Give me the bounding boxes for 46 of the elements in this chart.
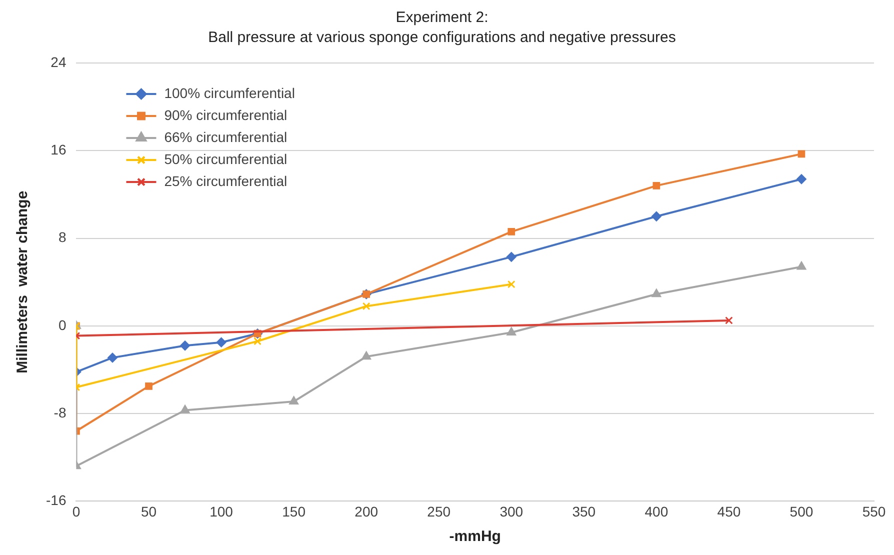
legend-label: 100% circumferential [164,84,295,101]
point [507,280,516,288]
x-tick-label: 150 [282,503,306,520]
legend-label: 90% circumferential [164,106,288,123]
point [107,352,118,363]
x-tick-label: 300 [500,503,524,520]
y-tick-label: 24 [50,54,66,70]
point [651,211,662,222]
point [652,182,660,190]
point [145,382,152,390]
point [362,351,372,360]
point [180,404,190,414]
legend-label: 25% circumferential [164,172,288,189]
x-tick-label: 200 [354,503,378,520]
chart-title: Experiment 2: [396,9,488,26]
point [506,326,516,336]
point [798,150,806,158]
x-tick-label: 550 [862,503,886,520]
y-tick-label: 8 [58,229,66,246]
x-tick-label: 250 [427,503,451,520]
x-tick-label: 350 [572,503,596,520]
y-tick-label: 16 [50,142,66,158]
legend-label: 66% circumferential [164,128,288,145]
legend-label: 50% circumferential [164,150,288,167]
point [796,174,806,184]
point [254,337,262,346]
x-tick-label: 50 [140,503,157,520]
x-axis-title: -mmHg [449,528,501,546]
point [508,228,516,236]
x-tick-label: 0 [72,503,80,520]
point [180,340,190,351]
y-axis-title: Millimeters water change [14,190,32,374]
x-tick-label: 450 [717,503,741,520]
point [796,261,806,270]
point [288,396,299,405]
chart-subtitle: Ball pressure at various sponge configurations and negative pressures [208,29,676,46]
y-tick-label: -8 [54,404,66,420]
x-tick-label: 500 [790,503,814,520]
point [362,302,370,310]
point [506,252,516,262]
point [216,337,226,348]
x-tick-label: 100 [210,503,234,520]
y-tick-label: 0 [58,316,66,333]
x-tick-label: 400 [644,503,668,520]
y-tick-label: -16 [46,492,66,508]
point [652,288,662,298]
